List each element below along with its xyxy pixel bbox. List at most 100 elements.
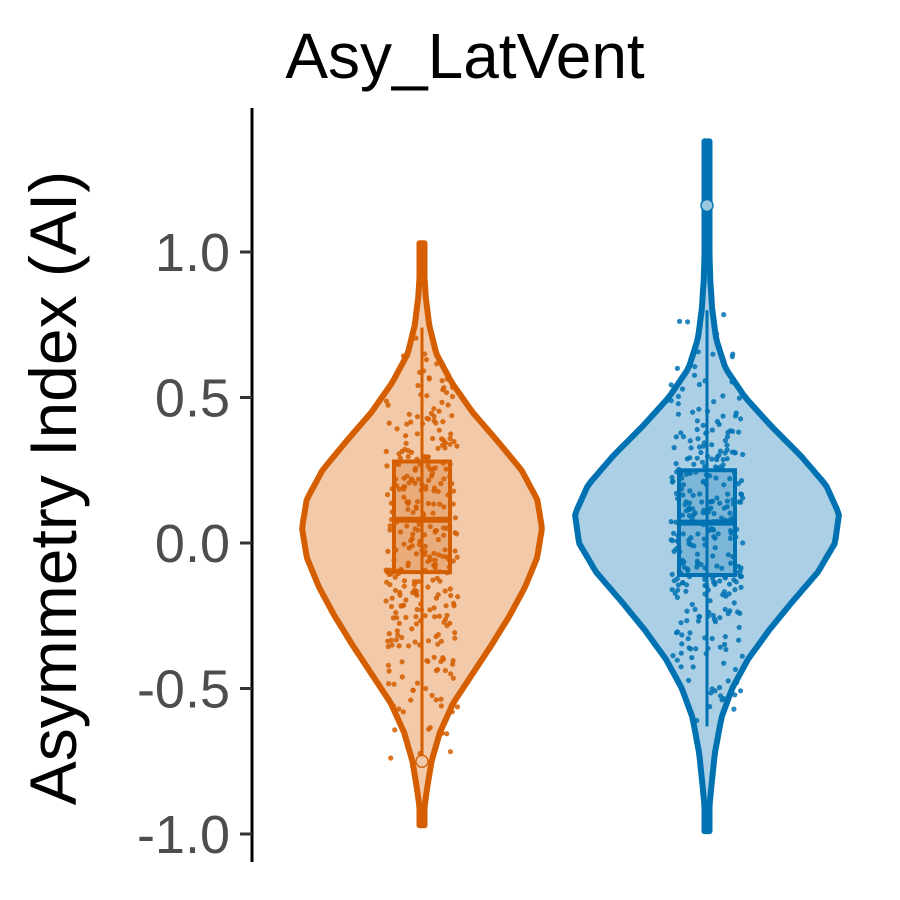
data-point [405,448,411,454]
data-point [711,399,717,405]
data-point [721,660,727,666]
data-point [721,312,727,318]
data-point [709,427,715,433]
data-point [439,436,445,442]
outlier-point [415,754,429,768]
data-point [441,525,447,531]
data-point [700,510,706,516]
data-point [734,679,740,686]
data-point [675,393,682,399]
data-point [401,583,407,589]
data-point [727,510,733,516]
data-point [714,331,720,337]
data-point [732,587,738,593]
data-point [722,606,728,613]
data-point [399,634,405,641]
data-point [447,435,453,442]
data-point [694,418,701,424]
data-point [725,678,731,684]
data-point [427,607,433,613]
data-point [389,595,395,601]
data-point [430,435,436,442]
data-point [438,696,444,702]
data-point [685,567,691,574]
data-point [441,532,447,538]
data-point [439,378,445,384]
data-point [406,643,412,649]
data-point [390,703,397,709]
data-point [685,319,691,325]
data-point [669,474,675,481]
data-point [730,428,736,434]
data-point [731,600,737,606]
data-point [722,437,729,444]
data-point [448,592,454,599]
data-point [441,476,447,482]
data-point [438,658,444,665]
data-point [429,470,436,477]
data-point [415,579,421,585]
data-point [668,537,674,543]
violin-group-1 [299,240,545,829]
data-point [736,637,742,643]
y-tick-label: 0.5 [155,369,230,429]
data-point [424,658,430,664]
data-point [448,431,454,437]
data-point [447,749,453,755]
data-point [408,538,414,544]
data-point [401,475,407,481]
data-point [423,486,429,492]
data-point [450,675,456,681]
data-point [678,620,684,626]
data-point [435,537,441,543]
data-point [425,416,432,422]
data-point [384,492,391,498]
data-point [431,501,437,507]
data-point [396,451,402,457]
data-point [449,709,455,715]
data-point [683,588,689,594]
data-point [435,445,441,451]
data-point [387,582,393,588]
data-point [680,434,687,440]
data-point [710,351,716,357]
data-point [433,420,439,426]
data-point [730,351,736,357]
data-point [668,398,674,404]
data-point [683,508,689,514]
data-point [707,598,713,604]
data-point [727,476,733,482]
data-point [679,632,685,638]
data-point [679,386,686,392]
data-point [442,547,448,553]
data-point [414,592,420,598]
data-point [401,541,407,547]
data-point [735,481,742,487]
data-point [415,382,421,389]
data-point [401,578,408,584]
data-point [711,534,717,540]
data-point [720,413,726,419]
violin-group-2 [572,138,842,835]
data-point [383,598,389,604]
data-point [408,697,414,703]
data-point [687,438,693,444]
data-point [691,720,697,726]
data-point [690,506,696,512]
data-point [447,441,453,447]
data-point [692,510,698,516]
data-point [699,459,706,465]
data-point [439,730,445,736]
data-point [711,510,717,517]
data-point [671,445,677,451]
data-point [404,421,410,427]
data-point [734,675,740,681]
data-point [427,466,433,472]
data-point [680,482,687,488]
data-point [393,637,399,643]
data-point [721,589,728,595]
data-point [408,419,414,425]
data-point [398,603,404,609]
data-point [405,563,411,569]
